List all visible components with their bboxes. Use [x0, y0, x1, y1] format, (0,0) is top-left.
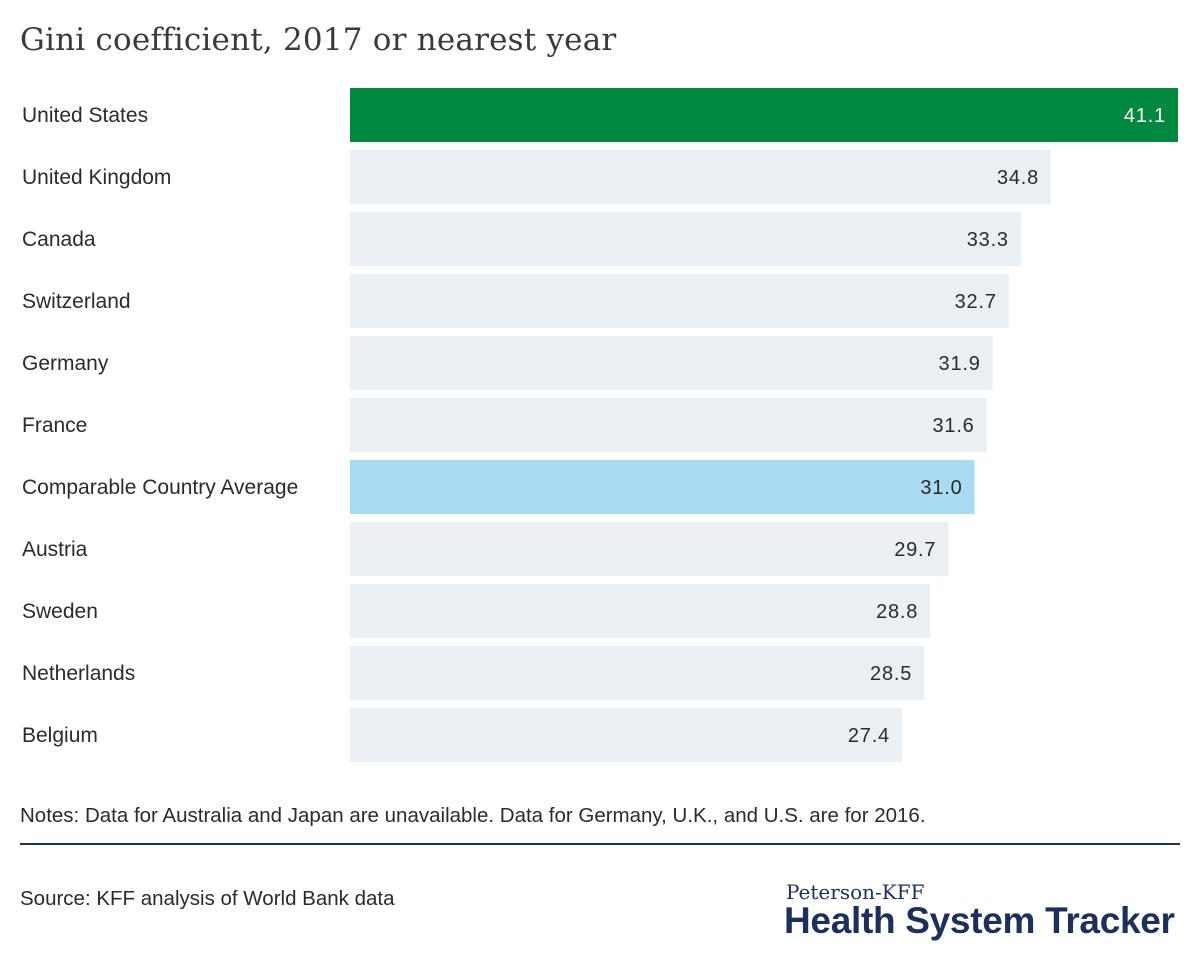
- value-label-united-states: 41.1: [1124, 105, 1166, 127]
- category-label-austria: Austria: [22, 538, 88, 561]
- bar-germany: [350, 336, 993, 390]
- chart-source: Source: KFF analysis of World Bank data: [20, 887, 395, 910]
- bar-austria: [350, 522, 949, 576]
- divider: [20, 843, 1180, 845]
- value-label-belgium: 27.4: [848, 725, 890, 747]
- category-label-france: France: [22, 414, 87, 437]
- value-label-germany: 31.9: [939, 353, 981, 375]
- value-label-comparable-country-average: 31.0: [920, 477, 962, 499]
- chart-notes: Notes: Data for Australia and Japan are …: [20, 804, 926, 827]
- value-label-sweden: 28.8: [876, 601, 918, 623]
- value-label-netherlands: 28.5: [870, 663, 912, 685]
- bar-comparable-country-average: [350, 460, 975, 514]
- brand-logo-text: Health System Tracker: [784, 900, 1175, 941]
- category-label-sweden: Sweden: [22, 600, 98, 623]
- bar-switzerland: [350, 274, 1009, 328]
- chart-title: Gini coefficient, 2017 or nearest year: [20, 22, 617, 58]
- value-label-canada: 33.3: [967, 229, 1009, 251]
- bar-france: [350, 398, 987, 452]
- value-label-switzerland: 32.7: [955, 291, 997, 313]
- category-label-canada: Canada: [22, 228, 96, 251]
- category-label-netherlands: Netherlands: [22, 662, 135, 685]
- category-label-united-kingdom: United Kingdom: [22, 166, 171, 189]
- brand-name-top: Peterson-KFF: [786, 880, 925, 904]
- bar-canada: [350, 212, 1021, 266]
- category-label-switzerland: Switzerland: [22, 290, 131, 313]
- bar-sweden: [350, 584, 931, 638]
- bar-netherlands: [350, 646, 925, 700]
- value-label-france: 31.6: [932, 415, 974, 437]
- value-label-austria: 29.7: [894, 539, 936, 561]
- bar-belgium: [350, 708, 902, 762]
- bar-united-states: [350, 88, 1178, 142]
- value-label-united-kingdom: 34.8: [997, 167, 1039, 189]
- category-label-comparable-country-average: Comparable Country Average: [22, 476, 298, 499]
- bar-united-kingdom: [350, 150, 1052, 204]
- category-label-belgium: Belgium: [22, 724, 98, 747]
- category-label-germany: Germany: [22, 352, 109, 375]
- category-label-united-states: United States: [22, 104, 148, 127]
